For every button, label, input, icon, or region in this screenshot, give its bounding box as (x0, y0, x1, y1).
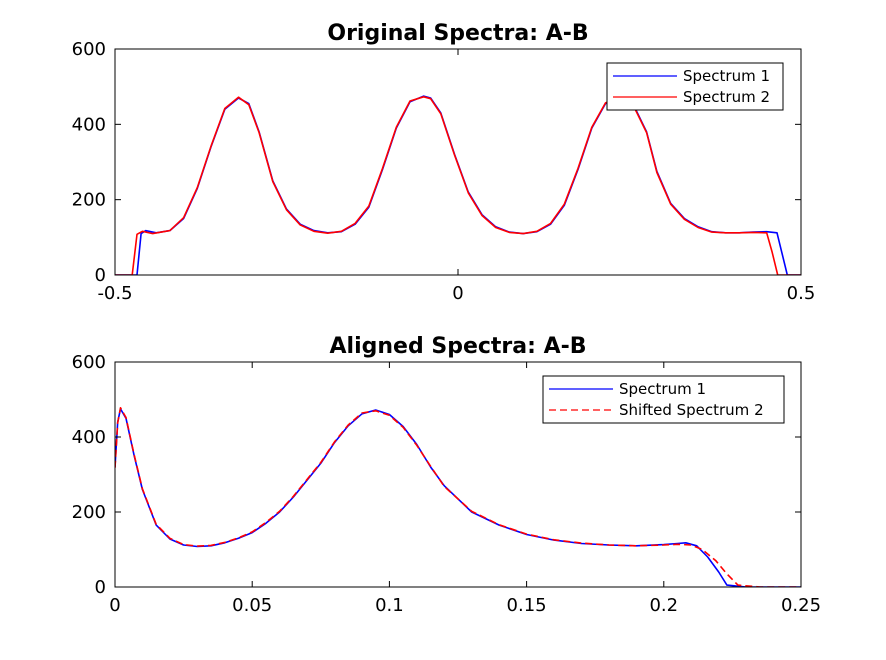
y-tick-label: 200 (72, 502, 106, 523)
y-tick-label: 200 (72, 190, 106, 211)
axes-frame (114, 361, 802, 588)
legend-label-1: Spectrum 1 (683, 67, 770, 85)
legend-label-2: Shifted Spectrum 2 (619, 401, 764, 419)
x-tick-label: 0 (109, 595, 120, 616)
series-line-2 (115, 406, 801, 587)
y-tick-label: 400 (72, 427, 106, 448)
y-tick-label: 0 (95, 577, 106, 598)
x-tick-label: -0.5 (97, 283, 132, 304)
x-tick-label: 0.25 (781, 595, 821, 616)
x-tick-label: 0.15 (507, 595, 547, 616)
legend: Spectrum 1 Spectrum 2 (606, 62, 784, 111)
y-tick-label: 400 (72, 114, 106, 135)
legend-box (542, 375, 785, 424)
x-tick-label: 0.5 (787, 283, 816, 304)
x-tick-label: 0.05 (232, 595, 272, 616)
y-tick-label: 600 (72, 39, 106, 60)
y-tick-label: 0 (95, 265, 106, 286)
x-tick-label: 0.2 (649, 595, 678, 616)
x-tick-label: 0 (452, 283, 463, 304)
y-tick-label: 600 (72, 352, 106, 373)
chart-2: 0 0.05 0.1 0.15 0.2 0.25 0 200 400 600 Aligned Spe… (72, 334, 821, 616)
x-tick-label: 0.1 (375, 595, 404, 616)
series-line-2 (115, 96, 801, 275)
legend: Spectrum 1 Shifted Spectrum 2 (542, 375, 785, 424)
legend-label-2: Spectrum 2 (683, 88, 770, 106)
legend-label-1: Spectrum 1 (619, 380, 706, 398)
legend-box (606, 62, 784, 111)
chart-title: Aligned Spectra: A-B (330, 334, 587, 359)
chart-title: Original Spectra: A-B (327, 21, 588, 46)
